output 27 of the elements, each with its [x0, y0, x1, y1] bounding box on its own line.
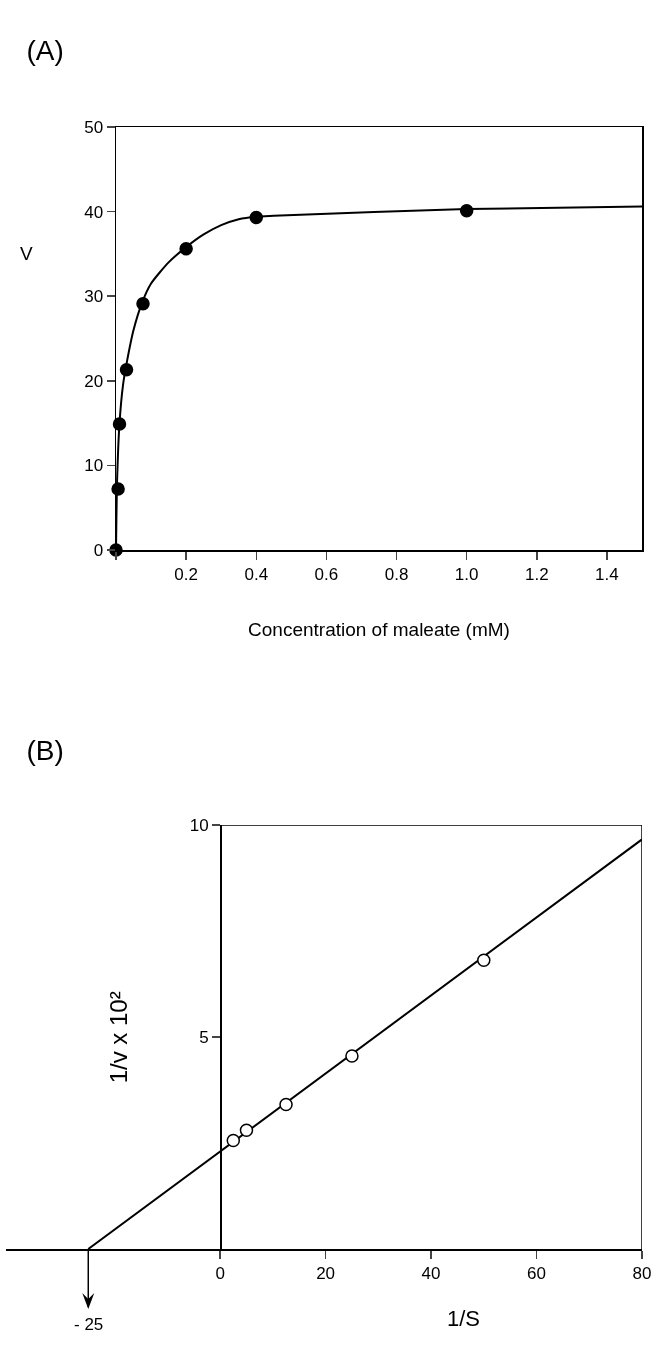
y-tick-label: 10: [84, 456, 104, 476]
x-tick-label: 20: [316, 1263, 336, 1283]
y-tick-label: 0: [93, 540, 104, 560]
x-tick-label: 1.0: [454, 564, 479, 584]
x-tick-label: 1.4: [595, 564, 619, 584]
x-tick-label: 80: [632, 1263, 652, 1283]
annotation: - 25: [74, 1315, 104, 1334]
chart-title: (A): [26, 34, 64, 66]
x-tick-label: 1.2: [524, 564, 549, 584]
x-tick-label: 0.8: [384, 564, 409, 584]
y-tick-label: 20: [84, 371, 104, 391]
y-tick-label: 30: [84, 287, 104, 307]
x-tick-label: 0.2: [174, 564, 198, 584]
y-tick-label: 40: [84, 202, 104, 222]
x-tick-label: 0.4: [244, 564, 269, 584]
x-axis-title: 1/S: [447, 1306, 481, 1331]
x-tick-label: 40: [421, 1263, 441, 1283]
y-tick-label: 10: [189, 815, 209, 835]
chart-title: (B): [26, 734, 64, 766]
x-axis-title: Concentration of maleate (mM): [248, 619, 510, 641]
y-axis-title: V: [20, 243, 33, 264]
x-tick-label: 60: [527, 1263, 546, 1283]
y-axis-title: 1/v x 10²: [105, 991, 133, 1084]
x-tick-label: 0.6: [314, 564, 339, 584]
y-tick-label: 5: [199, 1027, 209, 1047]
x-tick-label: 0: [215, 1263, 225, 1283]
y-tick-label: 50: [84, 117, 104, 137]
